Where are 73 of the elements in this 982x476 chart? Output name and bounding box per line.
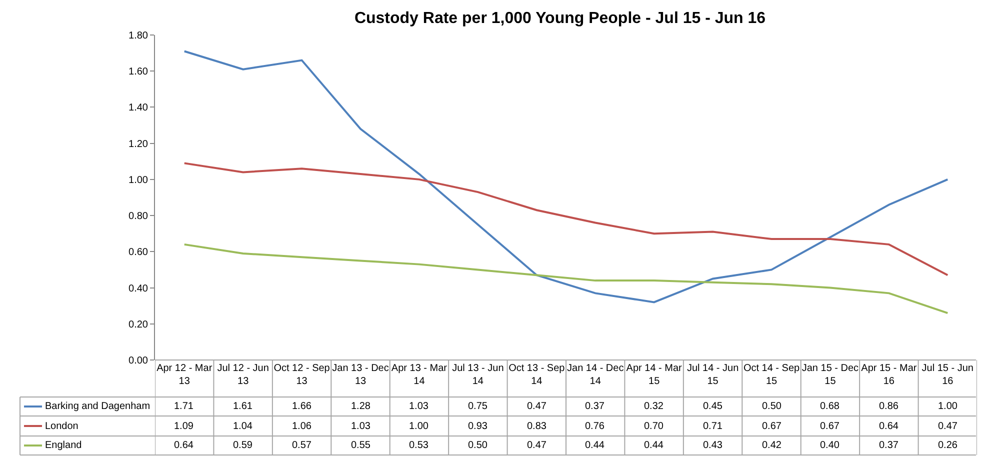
- data-label: 0.47: [527, 440, 547, 451]
- data-label: 0.86: [879, 401, 899, 412]
- data-label: 0.44: [585, 440, 605, 451]
- x-tick-label: Jul 13 - Jun 14: [452, 363, 504, 387]
- line-series: [183, 162, 949, 276]
- x-tick-label: Jul 14 - Jun 15: [686, 363, 739, 387]
- y-tick-label: 0.60: [128, 247, 148, 258]
- data-label: 0.37: [879, 440, 899, 451]
- data-label: 1.28: [351, 401, 371, 412]
- x-tick-label: Jan 13 - Dec 13: [332, 363, 389, 387]
- data-label: 1.61: [233, 401, 253, 412]
- x-tick-label: Jan 14 - Dec 14: [567, 363, 624, 387]
- x-tick-label: Oct 12 - Sep 13: [274, 363, 330, 387]
- data-label: 0.50: [468, 440, 488, 451]
- data-label: 1.04: [233, 421, 253, 432]
- data-label: 0.67: [820, 421, 840, 432]
- legend-label: England: [45, 440, 82, 451]
- x-tick-label: Jul 15 - Jun 16: [922, 363, 974, 387]
- line-series: [183, 50, 949, 304]
- y-tick-label: 1.00: [128, 174, 148, 186]
- data-label: 0.43: [703, 440, 723, 451]
- data-label: 1.09: [174, 421, 194, 432]
- data-label: 0.57: [292, 440, 312, 451]
- y-tick-label: 1.20: [128, 138, 148, 150]
- data-label: 0.53: [409, 440, 429, 451]
- line-series: [183, 243, 949, 314]
- x-tick-label: Jan 15 - Dec 15: [802, 363, 859, 387]
- x-tick-label: Apr 14 - Mar 15: [626, 363, 683, 387]
- data-label: 0.40: [820, 440, 840, 451]
- data-label: 0.32: [644, 401, 664, 412]
- data-label: 0.68: [820, 401, 840, 412]
- data-label: 0.47: [938, 421, 958, 432]
- data-label: 0.75: [468, 401, 488, 412]
- data-label: 1.00: [409, 421, 429, 432]
- x-tick-label: Apr 12 - Mar 13: [156, 363, 213, 387]
- chart-title: Custody Rate per 1,000 Young People - Jul 15 - Jun 16: [354, 10, 766, 28]
- x-tick-label: Jul 12 - Jun 13: [217, 363, 269, 387]
- data-label: 1.06: [292, 421, 312, 432]
- data-label: 0.76: [585, 421, 605, 432]
- data-label: 0.64: [174, 440, 194, 451]
- data-label: 1.71: [174, 401, 194, 412]
- y-tick-label: 1.60: [128, 66, 148, 78]
- data-label: 0.71: [703, 421, 723, 432]
- data-label: 1.03: [409, 401, 429, 412]
- data-label: 1.66: [292, 401, 312, 412]
- data-label: 0.59: [233, 440, 253, 451]
- data-label: 0.37: [585, 401, 605, 412]
- y-tick-label: 0.80: [128, 211, 148, 222]
- data-label: 0.93: [468, 421, 488, 432]
- data-label: 1.00: [938, 401, 958, 412]
- data-label: 0.64: [879, 421, 899, 432]
- y-tick-label: 1.80: [128, 30, 148, 42]
- x-tick-label: Apr 13 - Mar 14: [391, 363, 448, 387]
- y-tick-label: 0.40: [128, 283, 148, 294]
- data-label: 0.42: [762, 440, 782, 451]
- legend-label: London: [45, 421, 78, 432]
- data-label: 0.50: [762, 401, 782, 412]
- data-label: 0.44: [644, 440, 664, 451]
- x-tick-label: Apr 15 - Mar 16: [861, 363, 918, 387]
- y-tick-label: 1.40: [128, 102, 148, 114]
- x-tick-label: Oct 13 - Sep 14: [508, 363, 566, 387]
- data-label: 0.70: [644, 421, 664, 432]
- data-label: 0.55: [351, 440, 371, 451]
- data-label: 0.67: [762, 421, 782, 432]
- data-label: 0.45: [703, 401, 723, 412]
- legend-label: Barking and Dagenham: [45, 401, 150, 412]
- data-label: 0.47: [527, 401, 547, 412]
- y-tick-label: 0.20: [128, 319, 148, 330]
- data-label: 0.83: [527, 421, 547, 432]
- data-label: 1.03: [351, 421, 371, 432]
- y-tick-label: 0.00: [128, 356, 148, 366]
- x-tick-label: Oct 14 - Sep 15: [743, 363, 800, 387]
- data-label: 0.26: [938, 440, 958, 451]
